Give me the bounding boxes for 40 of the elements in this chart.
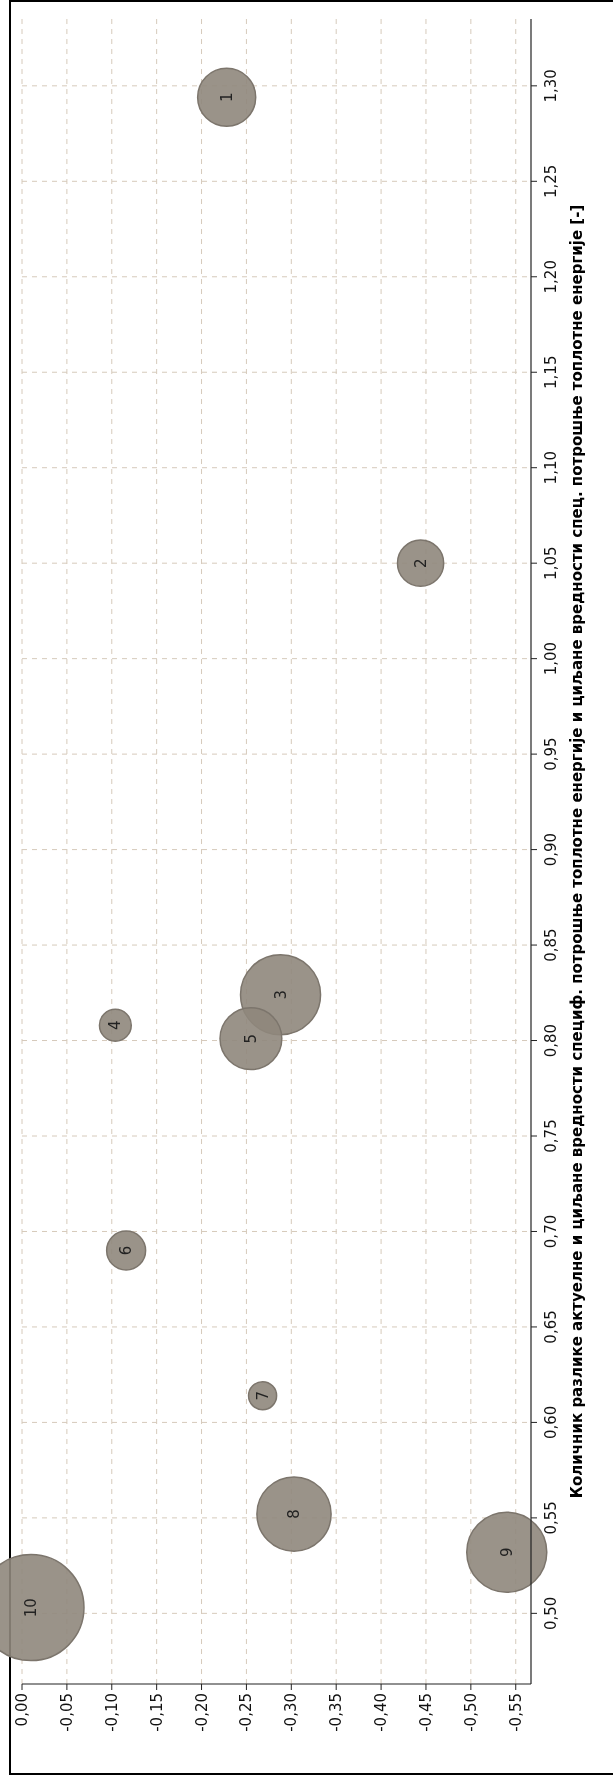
annotation: 10: [21, 1598, 40, 1618]
x-tick-label: -0,25: [237, 1693, 256, 1732]
x-tick-label: -0,45: [416, 1693, 435, 1732]
y-tick-label: 0,70: [542, 1214, 560, 1249]
annotation: 3: [271, 989, 290, 1000]
x-tick-label: -0,10: [102, 1693, 121, 1732]
y-tick-label: 1,05: [542, 546, 560, 580]
y-tick-label: 1,15: [542, 355, 560, 389]
annotation: 9: [497, 1547, 516, 1558]
annotation: 7: [253, 1390, 272, 1401]
x-tick-label: -0,20: [192, 1693, 211, 1732]
x-tick-label: -0,15: [147, 1693, 166, 1732]
y-tick-label: 0,75: [542, 1119, 560, 1153]
annotation: 1: [217, 92, 236, 103]
y-axis-title: Количник разлике актуелне и циљане вредности специф. потрошње топлотне енергије и циљане вредности спец. потрошње топлотне енергије [-]: [568, 204, 586, 1499]
x-tick-label: -0,55: [506, 1693, 525, 1732]
y-tick-label: 0,80: [542, 1023, 560, 1058]
y-tick-label: 1,25: [542, 164, 560, 198]
y-tick-label: 0,95: [542, 737, 560, 771]
y-tick-label: 1,20: [542, 260, 560, 294]
x-tick-label: -0,50: [461, 1693, 480, 1732]
y-tick-label: 0,65: [542, 1310, 560, 1344]
annotation: 6: [117, 1245, 136, 1256]
y-tick-label: 1,30: [542, 69, 560, 103]
x-tick-label: -0,35: [327, 1693, 346, 1732]
annotation: 4: [106, 1020, 125, 1031]
annotation: 2: [411, 558, 430, 568]
y-tick-label: 0,90: [542, 832, 560, 867]
y-tick-label: 0,55: [542, 1501, 560, 1535]
x-tick-label: -0,40: [372, 1693, 391, 1732]
y-tick-label: 0,50: [542, 1596, 560, 1631]
y-tick-label: 1,10: [542, 451, 560, 485]
y-tick-label: 1,00: [542, 641, 560, 676]
y-tick-label: 0,85: [542, 928, 560, 962]
x-tick-label: -0,30: [282, 1693, 301, 1732]
x-tick-label: -0,05: [57, 1693, 76, 1732]
y-tick-label: 0,60: [542, 1405, 560, 1440]
annotation: 8: [285, 1509, 304, 1519]
annotation: 5: [241, 1033, 260, 1044]
x-tick-label: 0,00: [13, 1693, 31, 1727]
